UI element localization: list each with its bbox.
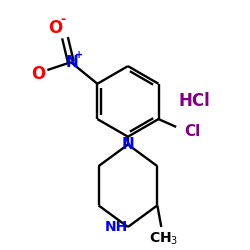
Text: O: O — [32, 65, 46, 83]
Text: HCl: HCl — [179, 92, 210, 110]
Text: Cl: Cl — [184, 124, 200, 139]
Text: +: + — [75, 50, 83, 60]
Text: -: - — [60, 12, 66, 26]
Text: N: N — [66, 55, 78, 70]
Text: NH: NH — [104, 220, 128, 234]
Text: N: N — [122, 137, 134, 152]
Text: CH$_3$: CH$_3$ — [148, 230, 178, 247]
Text: O: O — [48, 19, 62, 37]
